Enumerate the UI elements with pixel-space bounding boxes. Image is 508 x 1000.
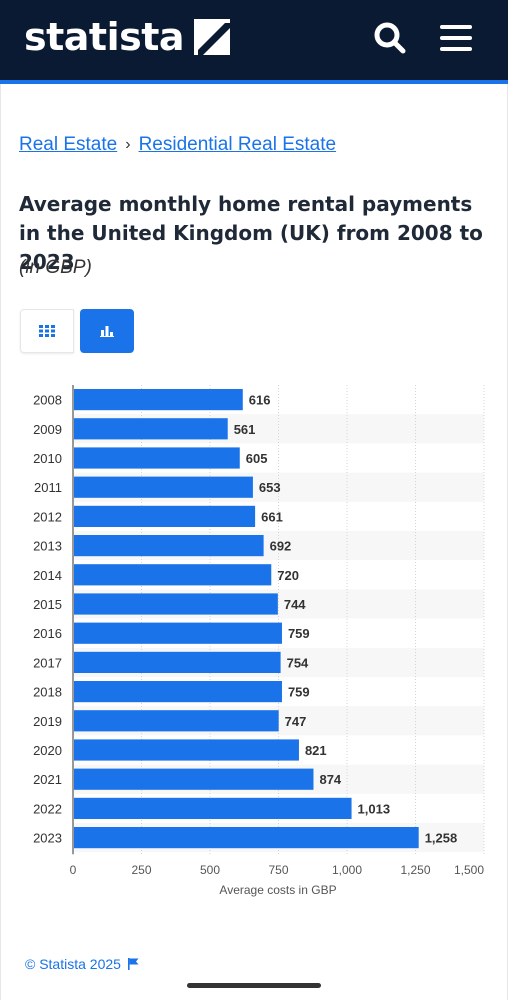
bar (74, 768, 314, 790)
category-label: 2021 (33, 772, 62, 787)
search-button[interactable] (370, 18, 410, 58)
bar (74, 622, 282, 644)
value-label: 616 (249, 393, 271, 408)
value-label: 561 (234, 422, 256, 437)
category-label: 2015 (33, 597, 62, 612)
bar (74, 476, 253, 498)
bar (74, 651, 281, 673)
x-tick-label: 1,250 (400, 863, 430, 877)
statista-logo[interactable]: statista (24, 12, 231, 62)
bar (74, 710, 279, 732)
x-tick-label: 0 (70, 863, 77, 877)
bar (74, 418, 228, 440)
category-label: 2011 (34, 480, 62, 495)
value-label: 1,258 (425, 831, 458, 846)
bar (74, 447, 240, 469)
bar (74, 681, 282, 703)
category-label: 2012 (33, 509, 62, 524)
category-label: 2022 (33, 801, 62, 816)
value-label: 759 (288, 685, 310, 700)
bar-chart-icon (100, 326, 114, 337)
bar (74, 739, 299, 761)
category-label: 2023 (33, 831, 62, 846)
breadcrumb-link-residential-real-estate[interactable]: Residential Real Estate (138, 134, 337, 155)
value-label: 744 (284, 597, 306, 612)
table-view-button[interactable] (20, 309, 74, 353)
value-label: 821 (305, 743, 327, 758)
category-label: 2018 (33, 685, 62, 700)
x-tick-label: 500 (200, 863, 220, 877)
flag-icon (127, 958, 139, 970)
category-label: 2016 (33, 626, 62, 641)
category-label: 2020 (33, 743, 62, 758)
value-label: 759 (288, 626, 310, 641)
category-label: 2017 (33, 655, 62, 670)
value-label: 653 (259, 480, 281, 495)
breadcrumb: Real Estate › Residential Real Estate (19, 134, 336, 156)
x-tick-label: 1,000 (332, 863, 362, 877)
chart-view-button[interactable] (80, 309, 134, 353)
value-label: 605 (246, 451, 268, 466)
menu-button[interactable] (436, 18, 476, 58)
page-subtitle: (in GBP) (19, 257, 92, 278)
category-label: 2019 (33, 714, 62, 729)
logo-mark-icon (194, 19, 231, 55)
x-tick-label: 1,500 (454, 863, 484, 877)
search-icon (374, 22, 406, 54)
logo-text: statista (24, 15, 185, 59)
statista-copyright-link[interactable]: © Statista 2025 (25, 956, 139, 972)
site-header: statista (0, 0, 508, 80)
value-label: 692 (270, 539, 292, 554)
bar-chart: 2008 616 2009 561 2010 605 2011 653 2012 661 2013 6… (33, 385, 485, 897)
value-label: 754 (287, 655, 309, 670)
bar (74, 827, 419, 849)
category-label: 2013 (33, 539, 62, 554)
copyright-text: © Statista 2025 (25, 956, 121, 972)
bar (74, 505, 256, 527)
category-label: 2014 (33, 568, 62, 583)
category-label: 2010 (33, 451, 62, 466)
bar (74, 797, 352, 819)
breadcrumb-separator: › (125, 136, 131, 153)
page-title: Average monthly home rental payments in … (19, 192, 483, 274)
table-icon (39, 325, 55, 337)
menu-icon (440, 25, 472, 51)
value-label: 747 (285, 714, 307, 729)
view-toggle (20, 309, 134, 353)
x-tick-label: 250 (131, 863, 151, 877)
value-label: 874 (319, 772, 341, 787)
category-label: 2009 (33, 422, 62, 437)
bar (74, 535, 264, 557)
bar (74, 593, 278, 615)
category-label: 2008 (33, 393, 62, 408)
home-indicator (187, 983, 321, 988)
value-label: 661 (261, 509, 283, 524)
bar (74, 389, 243, 411)
value-label: 720 (277, 568, 299, 583)
header-accent-line (0, 80, 508, 84)
value-label: 1,013 (358, 801, 391, 816)
breadcrumb-link-real-estate[interactable]: Real Estate (19, 134, 118, 155)
bar (74, 564, 272, 586)
x-axis-label: Average costs in GBP (219, 883, 336, 897)
x-tick-label: 750 (268, 863, 288, 877)
